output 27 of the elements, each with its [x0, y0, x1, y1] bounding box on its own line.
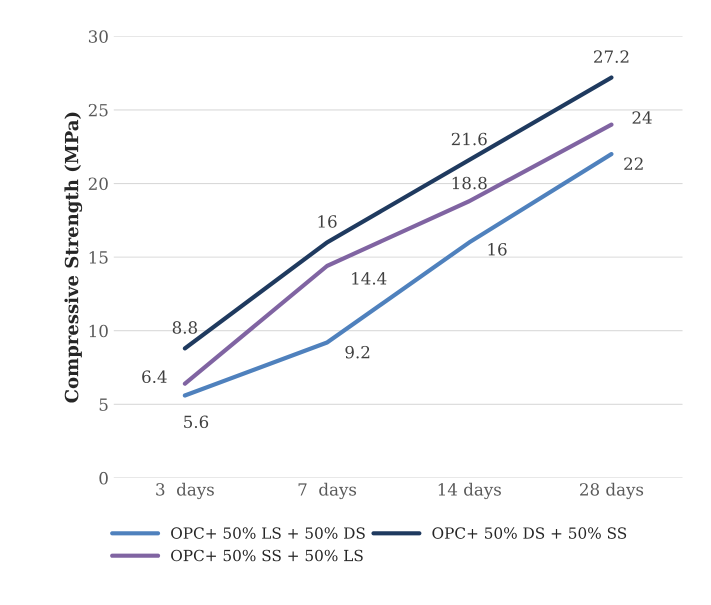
x-tick-label: 3 days — [156, 482, 214, 500]
y-tick-label: 5 — [100, 398, 108, 411]
y-tick-label: 10 — [90, 324, 108, 338]
data-label: 6.4 — [142, 370, 167, 384]
y-tick-label: 30 — [88, 30, 108, 43]
x-tick-label: 28 days — [580, 482, 644, 500]
x-tick-label: 7 days — [298, 482, 356, 500]
y-axis-title: Compressive Strength (MPa) — [64, 112, 82, 403]
y-tick-label: 20 — [88, 177, 108, 190]
x-tick-label: 14 days — [438, 482, 501, 500]
legend-label: OPC+ 50% SS + 50% LS — [171, 550, 363, 562]
y-tick-label: 15 — [90, 251, 108, 264]
data-label: 14.4 — [352, 272, 386, 285]
legend-label: OPC+ 50% DS + 50% SS — [432, 527, 626, 539]
data-label: 9.2 — [345, 346, 370, 358]
data-label: 8.8 — [172, 321, 197, 334]
y-tick-label: 0 — [99, 472, 108, 485]
data-label: 24 — [632, 111, 652, 124]
data-label: 16 — [318, 215, 337, 228]
data-label: 22 — [624, 157, 643, 170]
data-label: 27.2 — [594, 50, 628, 63]
data-label: 5.6 — [184, 416, 208, 428]
legend-label: OPC+ 50% LS + 50% DS — [171, 527, 365, 539]
data-label: 18.8 — [452, 176, 487, 190]
y-tick-label: 25 — [88, 104, 108, 116]
data-label: 16 — [488, 242, 507, 256]
data-label: 21.6 — [452, 132, 487, 146]
